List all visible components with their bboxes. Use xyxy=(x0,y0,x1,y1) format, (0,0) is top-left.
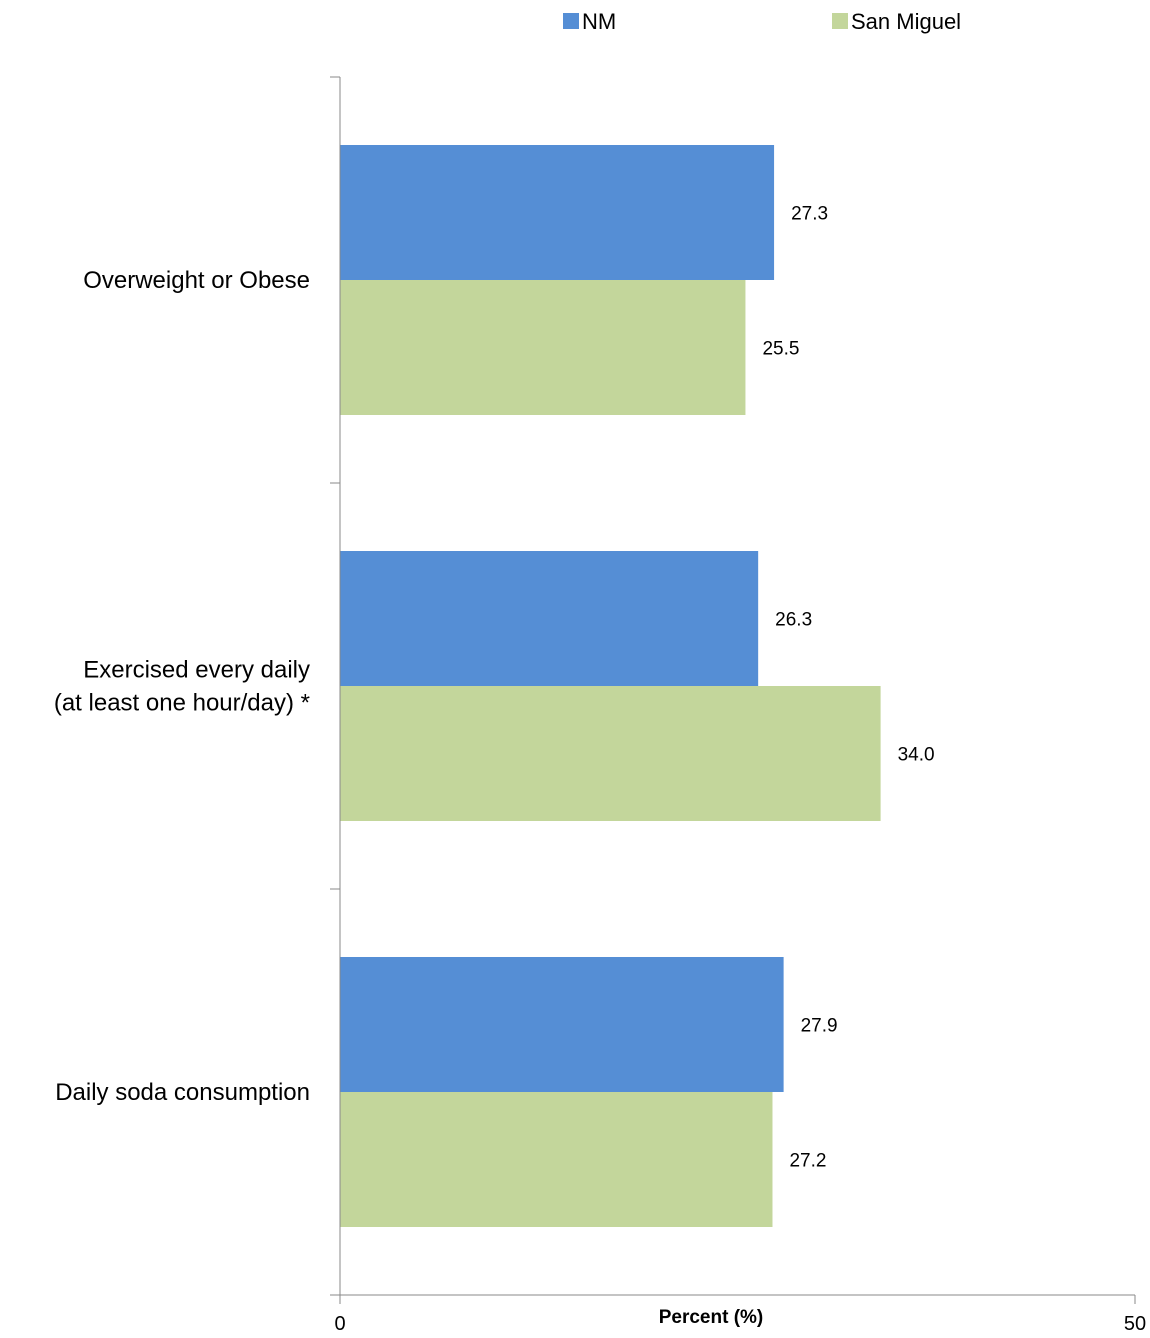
category-label-line: Exercised every daily xyxy=(83,657,310,684)
bar-0-0 xyxy=(340,145,775,280)
x-tick-label-min: 0 xyxy=(334,1313,345,1335)
category-label-2: Daily soda consumption xyxy=(55,1079,310,1106)
legend-swatch-1 xyxy=(832,13,848,29)
x-axis-title: Percent (%) xyxy=(659,1307,764,1328)
value-label-0-0: 27.3 xyxy=(791,204,828,225)
category-label-0: Overweight or Obese xyxy=(83,267,310,294)
value-label-1-0: 26.3 xyxy=(775,610,812,631)
bar-1-0 xyxy=(340,551,759,686)
value-label-2-0: 27.9 xyxy=(801,1016,838,1037)
bar-2-1 xyxy=(340,1092,773,1227)
category-label-1: Exercised every daily (at least one hour/… xyxy=(54,657,310,717)
bar-1-1 xyxy=(340,686,881,821)
bars xyxy=(340,145,881,1227)
legend-label-0: NM xyxy=(582,9,616,34)
category-label-line: Overweight or Obese xyxy=(83,267,310,294)
value-label-2-1: 27.2 xyxy=(789,1151,826,1172)
value-label-0-1: 25.5 xyxy=(762,339,799,360)
legend-swatch-0 xyxy=(563,13,579,29)
value-label-1-1: 34.0 xyxy=(898,745,935,766)
axes xyxy=(330,76,1136,1304)
legend: NM San Miguel xyxy=(563,9,961,34)
category-label-line: Daily soda consumption xyxy=(55,1079,310,1106)
bar-2-0 xyxy=(340,957,784,1092)
bar-0-1 xyxy=(340,280,746,415)
category-label-line: (at least one hour/day) * xyxy=(54,690,310,717)
legend-label-1: San Miguel xyxy=(851,9,961,34)
category-labels: Overweight or Obese Exercised every daily… xyxy=(54,267,310,1106)
x-tick-label-max: 50 xyxy=(1124,1313,1146,1335)
value-labels: 27.3 25.5 26.3 34.0 27.9 27.2 xyxy=(762,204,934,1172)
